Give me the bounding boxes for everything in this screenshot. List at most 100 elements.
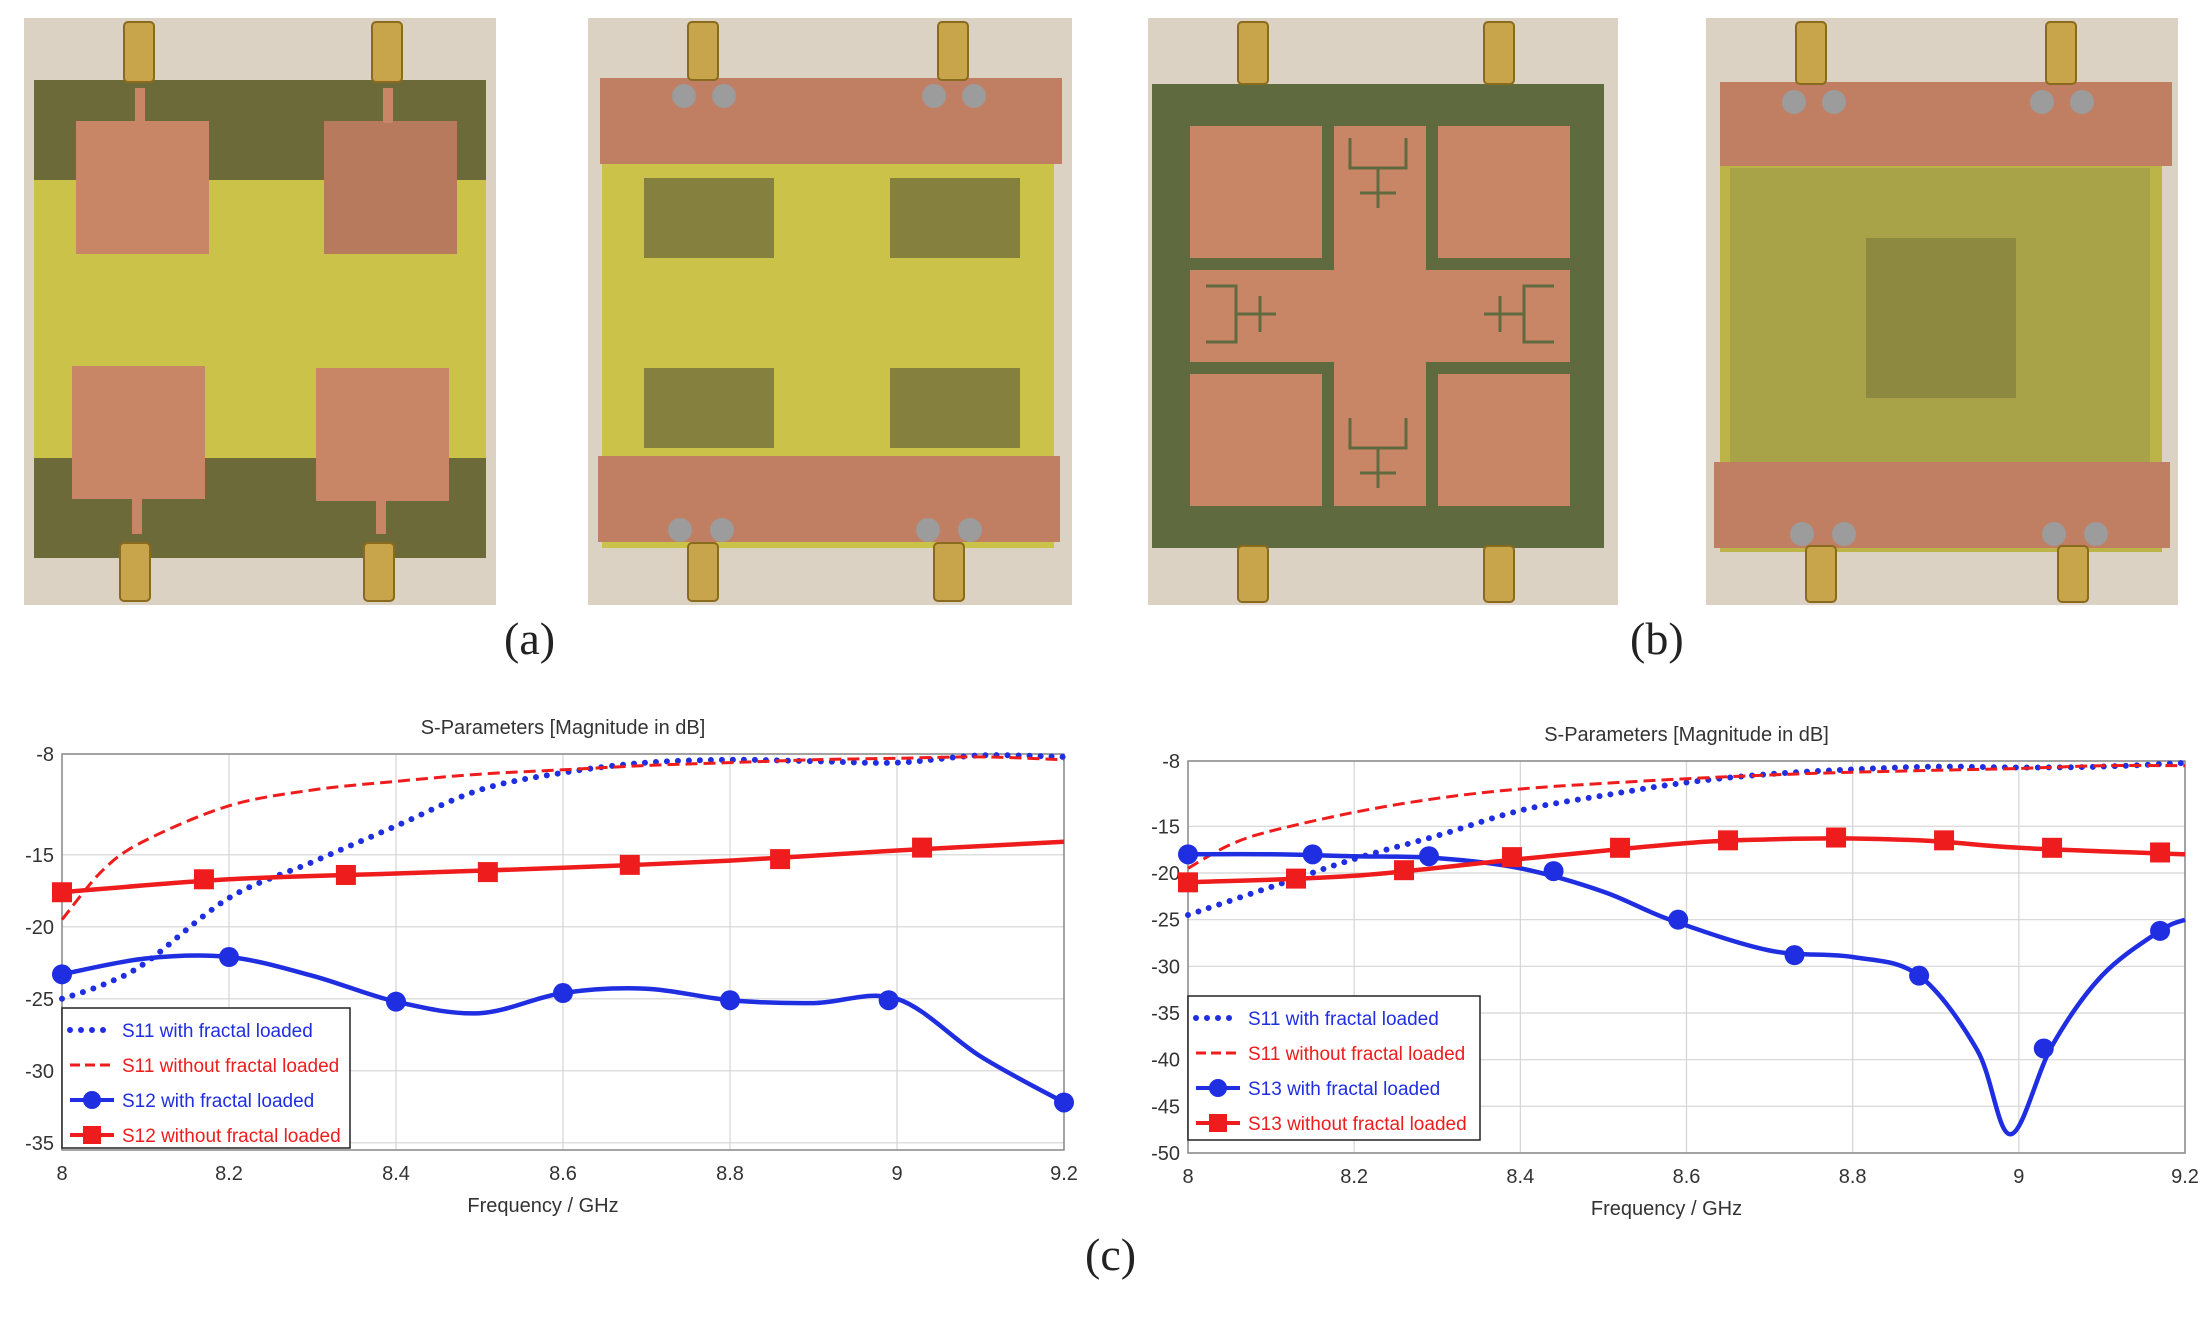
antenna-without-fractal-front-photo: [24, 18, 496, 605]
y-tick-label: -45: [1151, 1096, 1180, 1118]
series-s13-with-fractal-loaded-marker: [1302, 844, 1323, 865]
series-s13-without-fractal-loaded-marker: [1502, 847, 1523, 868]
legend: S11 with fractal loaded S11 without fract…: [61, 1007, 351, 1149]
x-tick-label: 8.6: [549, 1163, 577, 1185]
y-tick-label: -50: [1151, 1143, 1180, 1165]
series-s12-without-fractal-loaded-marker: [912, 837, 933, 858]
series-s13-without-fractal-loaded-marker: [1826, 827, 1847, 848]
series-s12-without-fractal-loaded-marker: [193, 869, 214, 890]
series-s13-without-fractal-loaded-marker: [1934, 830, 1955, 851]
legend-item-s13-without-fractal-loaded-marker: [1209, 1114, 1227, 1132]
legend-item-s11-without-fractal-loaded-label: S11 without fractal loaded: [1248, 1044, 1465, 1065]
x-axis-label: Frequency / GHz: [1591, 1198, 1742, 1220]
y-tick-label: -35: [1151, 1003, 1180, 1025]
series-s12-with-fractal-loaded-marker: [878, 990, 899, 1011]
series-s13-without-fractal-loaded-marker: [1718, 830, 1739, 851]
y-tick-label: -20: [25, 917, 54, 939]
s-parameters-chart-s13: S-Parameters [Magnitude in dB] 8 8.2 8.4 8.6…: [1151, 724, 2199, 1220]
legend-box: [61, 1007, 351, 1149]
series-s12-without-fractal-loaded-marker: [770, 849, 791, 870]
chart-title: S-Parameters [Magnitude in dB]: [1544, 724, 1829, 746]
series-s13-with-fractal-loaded-marker: [2150, 920, 2171, 941]
y-tick-label: -35: [25, 1133, 54, 1155]
series-s12-with-fractal-loaded-marker: [720, 990, 740, 1011]
antenna-with-fractal-front-photo: [1148, 18, 1618, 605]
y-tick-label: -40: [1151, 1050, 1180, 1072]
x-tick-label: 8.2: [215, 1163, 243, 1185]
series-s13-with-fractal-loaded-marker: [1909, 965, 1930, 986]
legend-item-s12-with-fractal-loaded-marker: [83, 1091, 101, 1109]
legend-item-s13-with-fractal-loaded-marker: [1209, 1079, 1227, 1097]
panel-label-a: (a): [504, 613, 556, 664]
legend-item-s12-without-fractal-loaded-marker: [83, 1126, 101, 1144]
plot-frame: [1187, 760, 2186, 1154]
series-s13-with-fractal-loaded-marker: [1178, 844, 1198, 865]
y-tick-label: -30: [1151, 956, 1180, 978]
series-group: [1178, 759, 2188, 1137]
plot-frame: [61, 753, 1065, 1151]
panel-label-c: (c): [1085, 1229, 1137, 1280]
series-s12-without-fractal-loaded-marker: [477, 862, 498, 883]
x-tick-label: 9.2: [1050, 1163, 1078, 1185]
series-s13-with-fractal-loaded-marker: [1668, 909, 1689, 930]
x-tick-label: 9: [2013, 1166, 2024, 1188]
x-tick-label: 8: [56, 1163, 67, 1185]
x-tick-label: 8.8: [716, 1163, 744, 1185]
x-tick-label: 9.2: [2171, 1166, 2199, 1188]
x-tick-label: 8.8: [1839, 1166, 1867, 1188]
s-parameters-chart-s12: S-Parameters [Magnitude in dB] 8 8.2 8.4 8.6…: [25, 717, 1078, 1217]
legend-item-s12-without-fractal-loaded-label: S12 without fractal loaded: [122, 1126, 341, 1147]
series-s12-without-fractal-loaded-marker: [335, 864, 356, 885]
x-tick-label: 8.4: [1506, 1166, 1534, 1188]
legend-item-s11-with-fractal-loaded-label: S11 with fractal loaded: [122, 1021, 313, 1042]
series-s12-with-fractal-loaded-marker: [553, 983, 573, 1004]
legend-item-s13-without-fractal-loaded-label: S13 without fractal loaded: [1248, 1114, 1467, 1135]
series-s13-without-fractal-loaded-marker: [2150, 842, 2171, 863]
series-s13-with-fractal-loaded-marker: [1543, 861, 1564, 882]
series-group: [52, 752, 1074, 1113]
antenna-without-fractal-back-photo: [588, 18, 1072, 605]
legend-item-s12-with-fractal-loaded-label: S12 with fractal loaded: [122, 1091, 314, 1112]
series-s13-without-fractal-loaded-marker: [1178, 872, 1198, 893]
panel-label-b: (b): [1630, 613, 1684, 664]
series-s11-without-fractal-loaded-line: [60, 755, 1065, 921]
y-tick-label: -20: [1151, 863, 1180, 885]
legend-item-s11-with-fractal-loaded-label: S11 with fractal loaded: [1248, 1009, 1439, 1030]
legend-item-s11-without-fractal-loaded-label: S11 without fractal loaded: [122, 1056, 339, 1077]
series-s13-without-fractal-loaded-marker: [1286, 868, 1307, 889]
y-tick-label: -25: [25, 989, 54, 1011]
y-tick-label: -15: [25, 845, 54, 867]
series-s11-without-fractal-loaded-line: [1187, 763, 2186, 870]
y-tick-label: -15: [1151, 816, 1180, 838]
y-tick-label: -8: [36, 744, 54, 766]
y-tick-label: -8: [1162, 751, 1180, 773]
series-s13-without-fractal-loaded-marker: [2042, 837, 2063, 858]
series-s13-without-fractal-loaded-marker: [1394, 860, 1415, 881]
series-s12-with-fractal-loaded-marker: [386, 991, 406, 1012]
series-s13-without-fractal-loaded-line: [1187, 836, 2186, 885]
series-s12-without-fractal-loaded-marker: [619, 854, 640, 875]
legend-box: [1187, 995, 1481, 1141]
chart-title: S-Parameters [Magnitude in dB]: [421, 717, 706, 739]
series-s13-with-fractal-loaded-line: [1187, 851, 2186, 1137]
x-axis-label: Frequency / GHz: [467, 1195, 618, 1217]
x-tick-label: 8.6: [1673, 1166, 1701, 1188]
series-s12-with-fractal-loaded-marker: [1054, 1092, 1074, 1113]
antenna-with-fractal-back-photo: [1706, 18, 2178, 605]
legend: S11 with fractal loaded S11 without fract…: [1187, 995, 1481, 1141]
series-s13-with-fractal-loaded-marker: [1418, 846, 1439, 867]
series-s11-with-fractal-loaded-line: [59, 752, 1067, 1002]
x-tick-label: 8: [1182, 1166, 1193, 1188]
series-s12-without-fractal-loaded-line: [61, 839, 1065, 895]
series-s13-with-fractal-loaded-marker: [1784, 945, 1805, 966]
series-s13-with-fractal-loaded-marker: [2033, 1038, 2054, 1059]
series-s12-with-fractal-loaded-marker: [219, 947, 239, 968]
series-s12-with-fractal-loaded-marker: [52, 964, 72, 985]
legend-item-s13-with-fractal-loaded-label: S13 with fractal loaded: [1248, 1079, 1440, 1100]
series-s11-with-fractal-loaded-line: [1185, 759, 2188, 918]
x-tick-label: 8.4: [382, 1163, 410, 1185]
x-tick-label: 8.2: [1340, 1166, 1368, 1188]
series-s12-without-fractal-loaded-marker: [52, 882, 72, 903]
x-tick-label: 9: [891, 1163, 902, 1185]
series-s13-without-fractal-loaded-marker: [1610, 837, 1631, 858]
